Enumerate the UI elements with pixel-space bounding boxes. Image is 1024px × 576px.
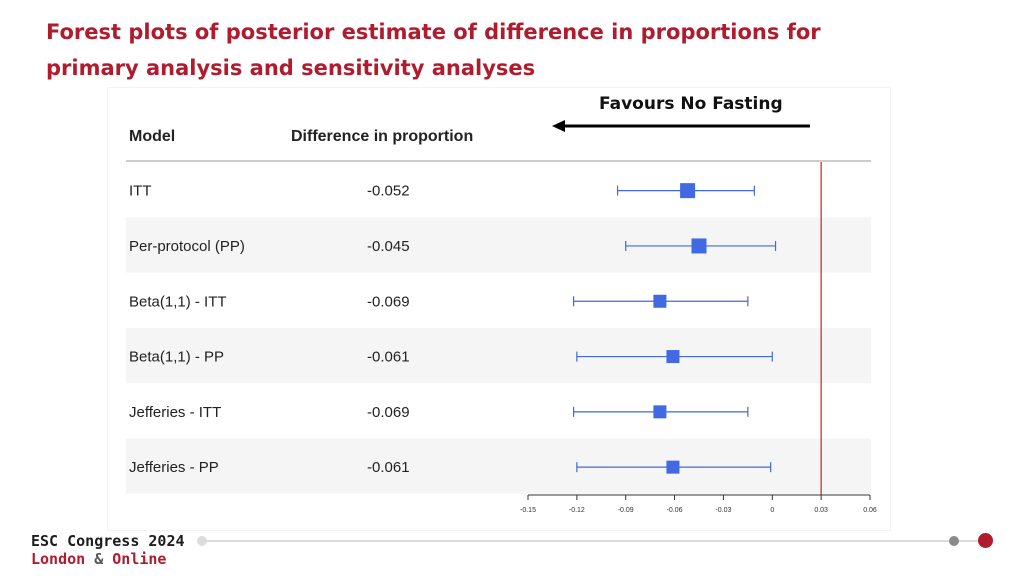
favours-label: Favours No Fasting [599,94,783,114]
row-shade [126,217,871,273]
model-label: Per-protocol (PP) [129,238,245,255]
column-header-model: Model [129,128,175,145]
model-label: Jefferies - ITT [129,404,221,421]
estimate-label: -0.069 [367,404,410,421]
row-shade [126,438,871,494]
point-estimate-marker [691,238,707,254]
column-header-difference: Difference in proportion [291,128,473,145]
x-tick-label: -0.09 [618,507,634,514]
footer-online: Online [112,550,167,568]
slide-title-line2: primary analysis and sensitivity analyse… [46,56,536,80]
point-estimate-marker [680,183,696,199]
estimate-label: -0.045 [367,238,410,255]
estimate-label: -0.052 [367,183,410,200]
x-tick-label: 0 [770,507,774,514]
footer-ampersand: & [94,550,104,568]
favours-arrow-head [552,120,565,132]
model-label: Jefferies - PP [129,459,219,476]
slide-title-line1: Forest plots of posterior estimate of di… [46,20,821,44]
model-label: Beta(1,1) - ITT [129,293,227,310]
footer-city: London [31,550,86,568]
x-tick-label: 0.06 [863,507,877,514]
x-tick-label: -0.15 [520,507,536,514]
row-shade [126,327,871,384]
x-tick-label: -0.03 [715,507,731,514]
model-label: ITT [129,183,152,200]
footer-location: London & Online [31,550,166,568]
x-tick-label: -0.06 [667,507,683,514]
favours-arrow [552,120,810,132]
footer-grey-dot [949,536,959,546]
x-tick-label: -0.12 [569,507,585,514]
model-label: Beta(1,1) - PP [129,349,224,366]
footer-congress-title: ESC Congress 2024 [31,532,185,550]
slide-title: Forest plots of posterior estimate of di… [46,14,846,86]
footer: ESC Congress 2024 London & Online [0,528,1024,576]
estimate-label: -0.061 [367,349,410,366]
x-tick-label: 0.03 [814,507,828,514]
point-estimate-marker [666,350,680,364]
footer-red-dot [978,533,993,548]
point-estimate-marker [653,405,667,419]
estimate-label: -0.061 [367,459,410,476]
point-estimate-marker [653,294,667,308]
estimate-label: -0.069 [367,293,410,310]
point-estimate-marker [666,460,680,474]
footer-progress-line [200,540,980,542]
